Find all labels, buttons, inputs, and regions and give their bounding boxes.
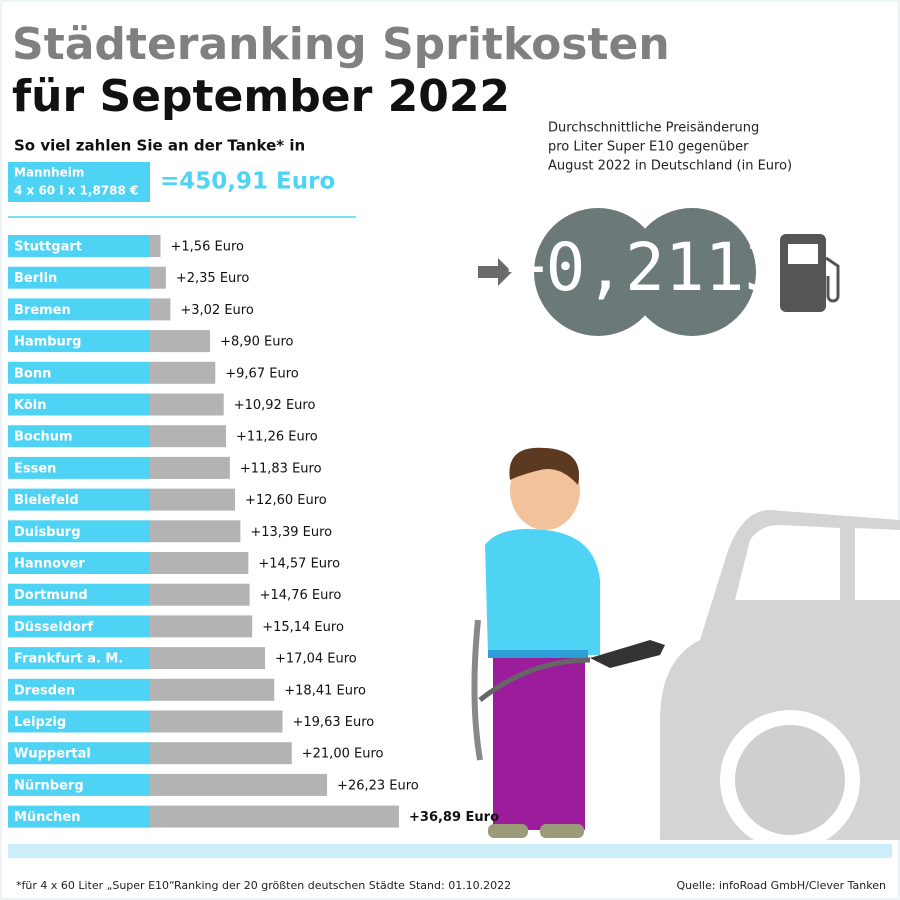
- category-label: Essen: [14, 461, 56, 476]
- category-label: Düsseldorf: [14, 620, 93, 635]
- category-label: Bielefeld: [14, 493, 79, 508]
- bar: [150, 520, 241, 543]
- bar: [150, 710, 283, 733]
- bar: [150, 678, 275, 701]
- category-label: München: [14, 810, 80, 825]
- reference-city: Mannheim: [14, 166, 84, 180]
- category-box: [8, 425, 150, 448]
- bar: [150, 330, 211, 353]
- value-label: +8,90 Euro: [220, 335, 293, 350]
- annotation-line: pro Liter Super E10 gegenüber: [548, 140, 749, 155]
- category-box: [8, 298, 150, 321]
- category-label: Bremen: [14, 303, 71, 318]
- annotation-line: Durchschnittliche Preisänderung: [548, 121, 759, 136]
- value-label: +26,23 Euro: [337, 778, 419, 793]
- reference-total: =450,91 Euro: [160, 169, 335, 195]
- gauge-circle: [628, 208, 756, 336]
- category-box: [8, 552, 150, 574]
- category-label: Hannover: [14, 557, 85, 572]
- subtitle: So viel zahlen Sie an der Tanke* in: [14, 137, 305, 155]
- bar: [150, 488, 236, 511]
- category-box: [8, 742, 150, 765]
- category-label: Dresden: [14, 683, 75, 698]
- value-label: +21,00 Euro: [302, 747, 384, 762]
- category-label: Hamburg: [14, 335, 81, 350]
- value-label: +15,14 Euro: [262, 620, 344, 635]
- bar: [150, 552, 249, 574]
- title-line: für September 2022: [12, 71, 510, 122]
- category-box: [8, 266, 150, 289]
- value-label: +1,56 Euro: [171, 240, 244, 255]
- category-label: Nürnberg: [14, 778, 84, 793]
- category-label: Bochum: [14, 430, 73, 445]
- category-box: [8, 805, 150, 828]
- footnote: *für 4 x 60 Liter „Super E10“: [16, 879, 175, 892]
- value-label: +11,26 Euro: [236, 430, 318, 445]
- bar: [150, 647, 266, 670]
- value-label: +19,63 Euro: [293, 715, 375, 730]
- value-label: +14,76 Euro: [260, 588, 342, 603]
- category-box: [8, 488, 150, 511]
- value-label: +9,67 Euro: [225, 366, 298, 381]
- gauge-circle: [534, 208, 662, 336]
- category-box: [8, 330, 150, 353]
- category-label: Duisburg: [14, 525, 81, 540]
- value-label: +12,60 Euro: [245, 493, 327, 508]
- bar: [150, 456, 230, 479]
- reference-box: [8, 162, 150, 202]
- title-line: Städteranking Spritkosten: [12, 19, 670, 70]
- category-box: [8, 647, 150, 670]
- value-label: +36,89 Euro: [409, 810, 499, 825]
- footnote: Ranking der 20 größten deutschen Städte: [174, 879, 405, 892]
- footnote: Stand: 01.10.2022: [409, 879, 511, 892]
- category-box: [8, 678, 150, 701]
- category-box: [8, 710, 150, 733]
- category-box: [8, 235, 150, 257]
- value-label: +11,83 Euro: [240, 461, 322, 476]
- category-box: [8, 583, 150, 606]
- category-label: Frankfurt a. M.: [14, 652, 123, 667]
- category-label: Bonn: [14, 366, 51, 381]
- category-label: Wuppertal: [14, 747, 91, 762]
- arrow: [478, 258, 512, 286]
- value-label: +14,57 Euro: [258, 557, 340, 572]
- bar: [150, 266, 166, 289]
- value-label: +17,04 Euro: [275, 652, 357, 667]
- category-label: Stuttgart: [14, 240, 82, 255]
- bar: [150, 583, 250, 606]
- category-label: Berlin: [14, 271, 57, 286]
- bar: [150, 393, 224, 416]
- reference-formula: 4 x 60 l x 1,8788 €: [14, 184, 138, 198]
- bar: [150, 425, 227, 448]
- bar: [150, 298, 171, 321]
- value-label: +13,39 Euro: [250, 525, 332, 540]
- bar: [150, 805, 400, 828]
- value-label: +3,02 Euro: [180, 303, 253, 318]
- pump-icon: [780, 234, 840, 312]
- value-label: +2,35 Euro: [176, 271, 249, 286]
- annotation-line: August 2022 in Deutschland (in Euro): [548, 159, 792, 174]
- category-label: Köln: [14, 398, 47, 413]
- category-box: [8, 361, 150, 384]
- category-box: [8, 456, 150, 479]
- bar: [150, 361, 216, 384]
- person: [471, 447, 665, 838]
- bar: [150, 773, 328, 796]
- price-change: +0,2113: [506, 229, 784, 306]
- footnote: Quelle: infoRoad GmbH/Clever Tanken: [676, 879, 886, 892]
- category-box: [8, 773, 150, 796]
- car: [660, 510, 900, 850]
- bar: [150, 615, 253, 638]
- category-box: [8, 520, 150, 543]
- bar: [150, 235, 161, 257]
- bar: [150, 742, 292, 765]
- category-label: Dortmund: [14, 588, 88, 603]
- category-label: Leipzig: [14, 715, 66, 730]
- value-label: +10,92 Euro: [234, 398, 316, 413]
- ground-stripe: [8, 844, 892, 858]
- category-box: [8, 393, 150, 416]
- category-box: [8, 615, 150, 638]
- value-label: +18,41 Euro: [284, 683, 366, 698]
